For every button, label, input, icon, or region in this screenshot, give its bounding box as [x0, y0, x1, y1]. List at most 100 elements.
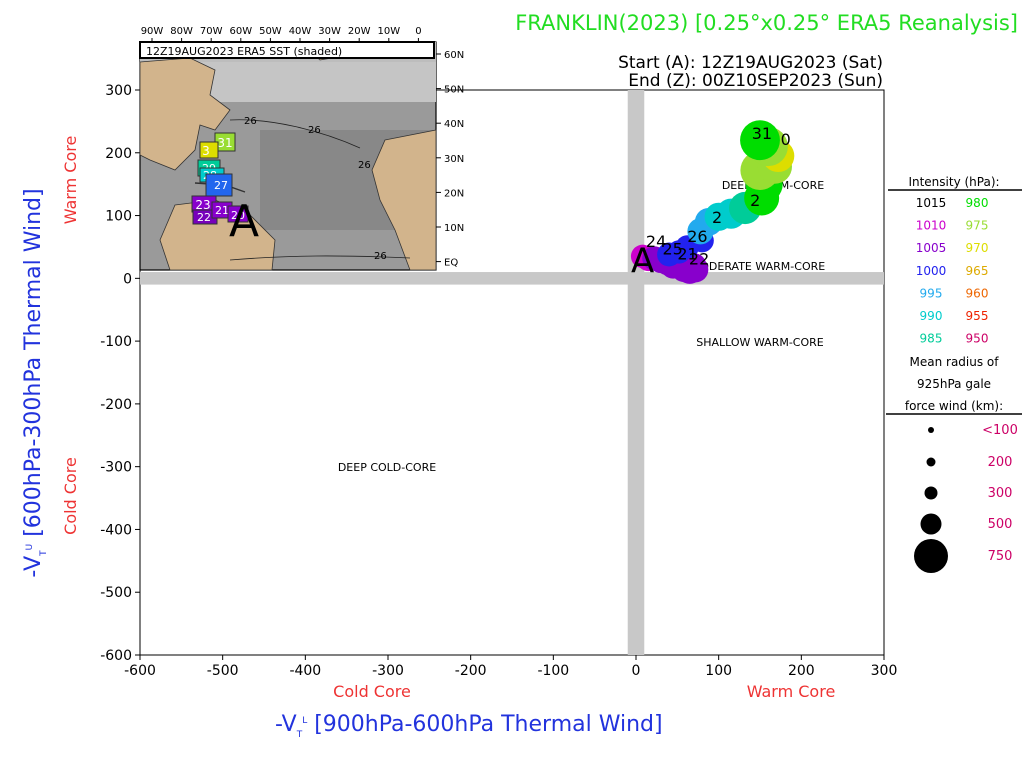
africa-land: [371, 129, 437, 271]
y-axis-title-text: [600hPa-300hPa Thermal Wind]: [21, 188, 46, 536]
legend-radius-label: <100: [982, 423, 1018, 438]
inset-longitude-ticks: 90W 80W 70W 60W 50W 40W 30W 20W 10W 0: [141, 26, 422, 42]
legend-radius-label: 200: [988, 455, 1013, 470]
inset-lon-label: 60W: [229, 26, 252, 37]
inset-day-3: 3: [202, 144, 210, 158]
x-tick-label: 300: [871, 663, 898, 679]
legend-radius-label: 750: [988, 549, 1013, 564]
track-day-label: 2: [750, 191, 760, 210]
y-axis-title: -VTU [600hPa-300hPa Thermal Wind]: [21, 188, 49, 577]
inset-latitude-ticks: 60N 50N 40N 30N 20N 10N EQ: [436, 50, 464, 269]
legend-intensity-item: 1015: [916, 196, 947, 210]
x-tick-label: -200: [455, 663, 487, 679]
legend-intensity-item: 1010: [916, 219, 947, 233]
legend-intensity-item: 1000: [916, 264, 947, 278]
y-tick-label: 300: [105, 83, 132, 99]
start-marker-a: A: [631, 241, 654, 281]
inset-lon-label: 20W: [348, 26, 371, 37]
plot-frame: [139, 89, 885, 656]
legend-radius-title-3: force wind (km):: [905, 399, 1003, 413]
inset-start-marker: A: [229, 196, 259, 247]
x-tick-label: -100: [537, 663, 569, 679]
y-tick-label: 0: [123, 271, 132, 287]
x-tick-label: -300: [372, 663, 404, 679]
y-tick-label: -200: [100, 397, 132, 413]
inset-day-22: 22: [197, 211, 211, 224]
chart-title: FRANKLIN(2023) [0.25°x0.25° ERA5 Reanaly…: [515, 11, 1018, 35]
legend-radius-list: <100 200 300 500 750: [914, 423, 1018, 573]
inset-lat-label: EQ: [444, 258, 458, 269]
legend-intensity-item: 990: [920, 309, 943, 323]
legend-intensity-item: 965: [966, 264, 989, 278]
legend-radius-dot: [914, 539, 948, 573]
track-day-label: 21: [677, 245, 697, 264]
inset-day-31: 31: [217, 136, 232, 150]
inset-lon-label: 50W: [259, 26, 282, 37]
x-axis-title: -VTL [900hPa-600hPa Thermal Wind]: [275, 712, 663, 740]
isotherm-label-1: 26: [244, 116, 257, 127]
track-day-label: 31: [752, 124, 772, 143]
x-tick-label: -500: [207, 663, 239, 679]
inset-lon-label: 40W: [289, 26, 312, 37]
y-warm-core-label: Warm Core: [61, 136, 80, 225]
inset-lon-label: 70W: [200, 26, 223, 37]
y-tick-label: -300: [100, 460, 132, 476]
y-tick-label: -100: [100, 334, 132, 350]
isotherm-label-4: 26: [374, 251, 387, 262]
legend-intensity-item: 980: [966, 196, 989, 210]
inset-lon-label: 90W: [141, 26, 164, 37]
track-day-label: 22: [689, 250, 709, 269]
x-tick-label: 200: [788, 663, 815, 679]
inset-lat-label: 60N: [444, 50, 464, 61]
quadrant-moderate-warm: MODERATE WARM-CORE: [691, 260, 825, 273]
inset-lon-label: 0: [415, 26, 421, 37]
inset-day-23: 23: [195, 198, 210, 212]
x-axis-ticks: -600 -500 -400 -300 -200 -100 0 100 200 300: [124, 655, 897, 679]
zero-band-horizontal: [140, 272, 884, 285]
y-tick-label: -500: [100, 585, 132, 601]
y-tick-label: -600: [100, 648, 132, 664]
quadrant-shallow-warm: SHALLOW WARM-CORE: [696, 336, 824, 349]
legend-intensity-list: 1015 980 1010 975 1005 970 1000 965 995 960 990 955…: [916, 196, 989, 346]
north-america-land: [139, 57, 231, 171]
x-warm-core-label: Warm Core: [747, 682, 836, 701]
y-tick-label: -400: [100, 522, 132, 538]
y-tick-label: 200: [105, 146, 132, 162]
inset-lat-label: 10N: [444, 223, 464, 234]
inset-day-20: 20: [231, 209, 245, 222]
y-tick-label: 100: [105, 209, 132, 225]
legend-intensity-item: 975: [966, 219, 989, 233]
end-time-label: End (Z): 00Z10SEP2023 (Sun): [628, 71, 883, 91]
inset-lon-label: 10W: [377, 26, 400, 37]
track-series: [630, 120, 795, 284]
track-day-label: 24: [646, 232, 666, 251]
inset-map: 26 26 26 26 31 3 29 28 27 23 22 21 20 A …: [139, 41, 437, 271]
y-cold-core-label: Cold Core: [61, 457, 80, 535]
legend-radius-dot: [926, 457, 936, 467]
legend-intensity-item: 995: [920, 286, 943, 300]
legend-radius-dot: [920, 513, 942, 535]
inset-day-21: 21: [215, 204, 229, 217]
inset-day-27: 27: [214, 179, 228, 192]
track-point: [740, 120, 780, 161]
track-day-label: 25: [662, 239, 682, 258]
inset-lat-label: 20N: [444, 188, 464, 199]
legend-radius-dot: [924, 486, 938, 500]
legend-radius-label: 500: [988, 517, 1013, 532]
legend-intensity-item: 985: [920, 332, 943, 346]
legend-radius-label: 300: [988, 486, 1013, 501]
x-cold-core-label: Cold Core: [333, 682, 411, 701]
isotherm-label-3: 26: [358, 160, 371, 171]
legend-radius-dot: [928, 427, 934, 433]
legend-intensity-item: 960: [966, 286, 989, 300]
inset-label: 12Z19AUG2023 ERA5 SST (shaded): [146, 45, 342, 58]
svg-text:-VTU [600hPa-300hPa Thermal Wi: -VTU [600hPa-300hPa Thermal Wind]: [21, 188, 49, 577]
zero-band-vertical: [627, 90, 645, 655]
track-day-label: 26: [687, 227, 707, 246]
quadrant-deep-cold: DEEP COLD-CORE: [338, 461, 436, 474]
inset-lon-label: 30W: [318, 26, 341, 37]
inset-lat-label: 30N: [444, 154, 464, 165]
svg-text:-VTL [900hPa-600hPa Thermal Wi: -VTL [900hPa-600hPa Thermal Wind]: [275, 712, 663, 740]
